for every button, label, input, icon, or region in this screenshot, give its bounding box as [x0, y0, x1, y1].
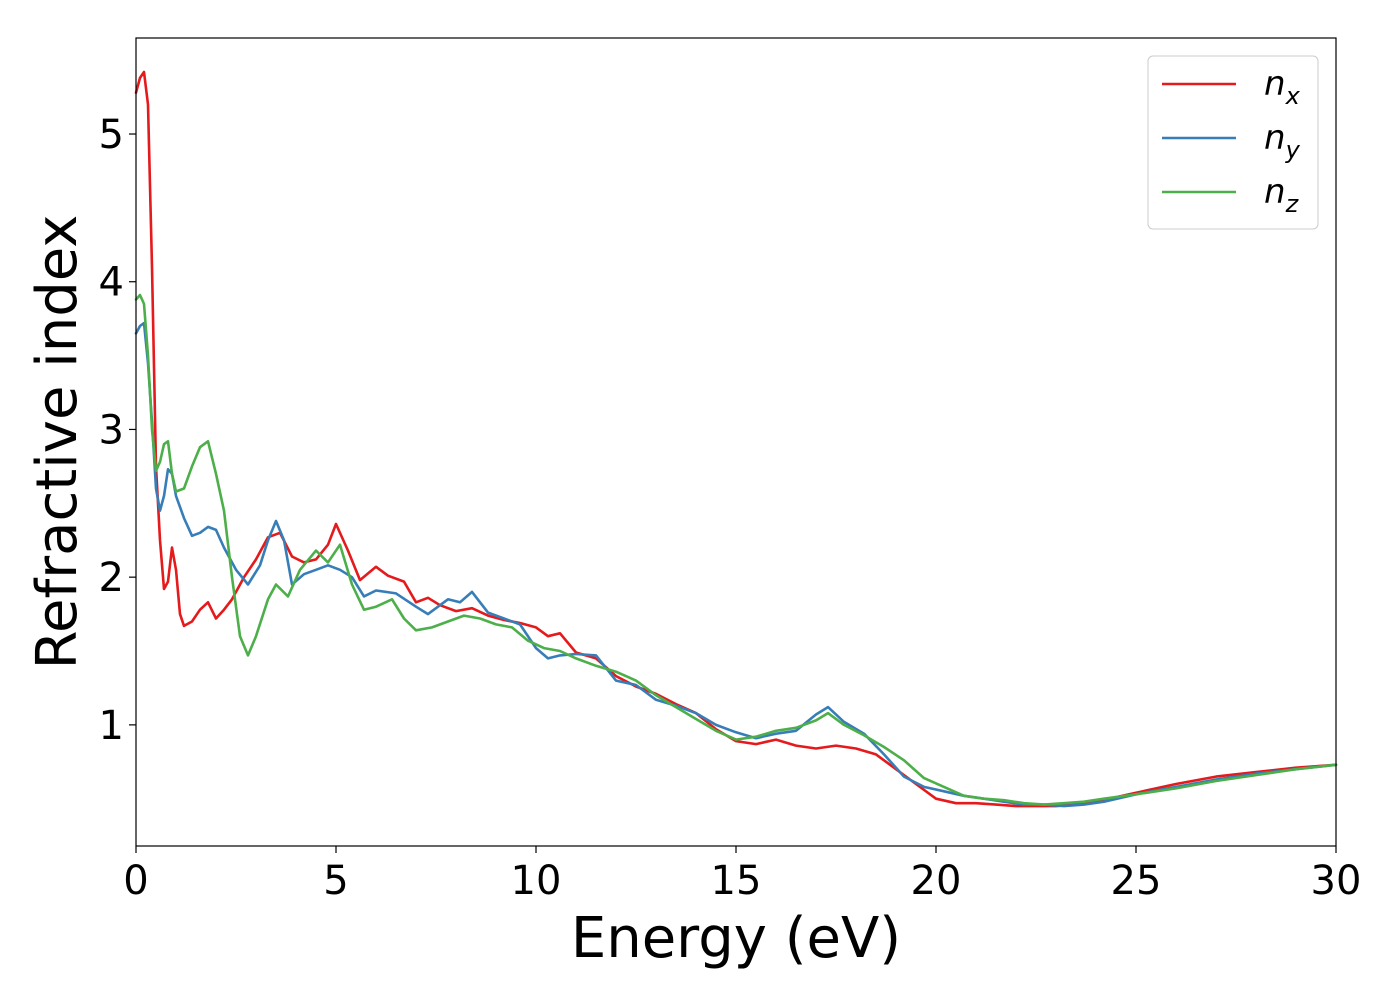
legend: nx ny nz — [1147, 55, 1319, 230]
y-axis-title: Refractive index — [25, 215, 90, 670]
legend-label-nz: nz — [1264, 172, 1300, 218]
y-axis-ticks: 1 2 3 4 5 — [99, 112, 136, 749]
series-group — [134, 70, 1338, 808]
plot-area — [136, 38, 1336, 846]
x-tick-label: 5 — [323, 858, 348, 904]
legend-box — [1147, 55, 1319, 230]
x-tick-label: 20 — [911, 858, 962, 904]
x-tick-label: 25 — [1111, 858, 1162, 904]
y-tick-label: 2 — [99, 555, 124, 601]
y-tick-label: 3 — [99, 407, 124, 453]
legend-label-nx: nx — [1264, 64, 1301, 110]
x-tick-label: 0 — [123, 858, 148, 904]
y-tick-label: 1 — [99, 703, 124, 749]
x-tick-label: 10 — [511, 858, 562, 904]
legend-label-ny: ny — [1264, 118, 1301, 164]
x-tick-label: 30 — [1311, 858, 1362, 904]
x-axis-ticks: 0 5 10 15 20 25 30 — [123, 846, 1361, 904]
x-tick-label: 15 — [711, 858, 762, 904]
y-tick-label: 4 — [99, 260, 124, 306]
x-axis-title: Energy (eV) — [571, 906, 901, 971]
y-tick-label: 5 — [99, 112, 124, 158]
series-line-nz — [134, 293, 1338, 806]
series-line-nx — [134, 70, 1338, 808]
